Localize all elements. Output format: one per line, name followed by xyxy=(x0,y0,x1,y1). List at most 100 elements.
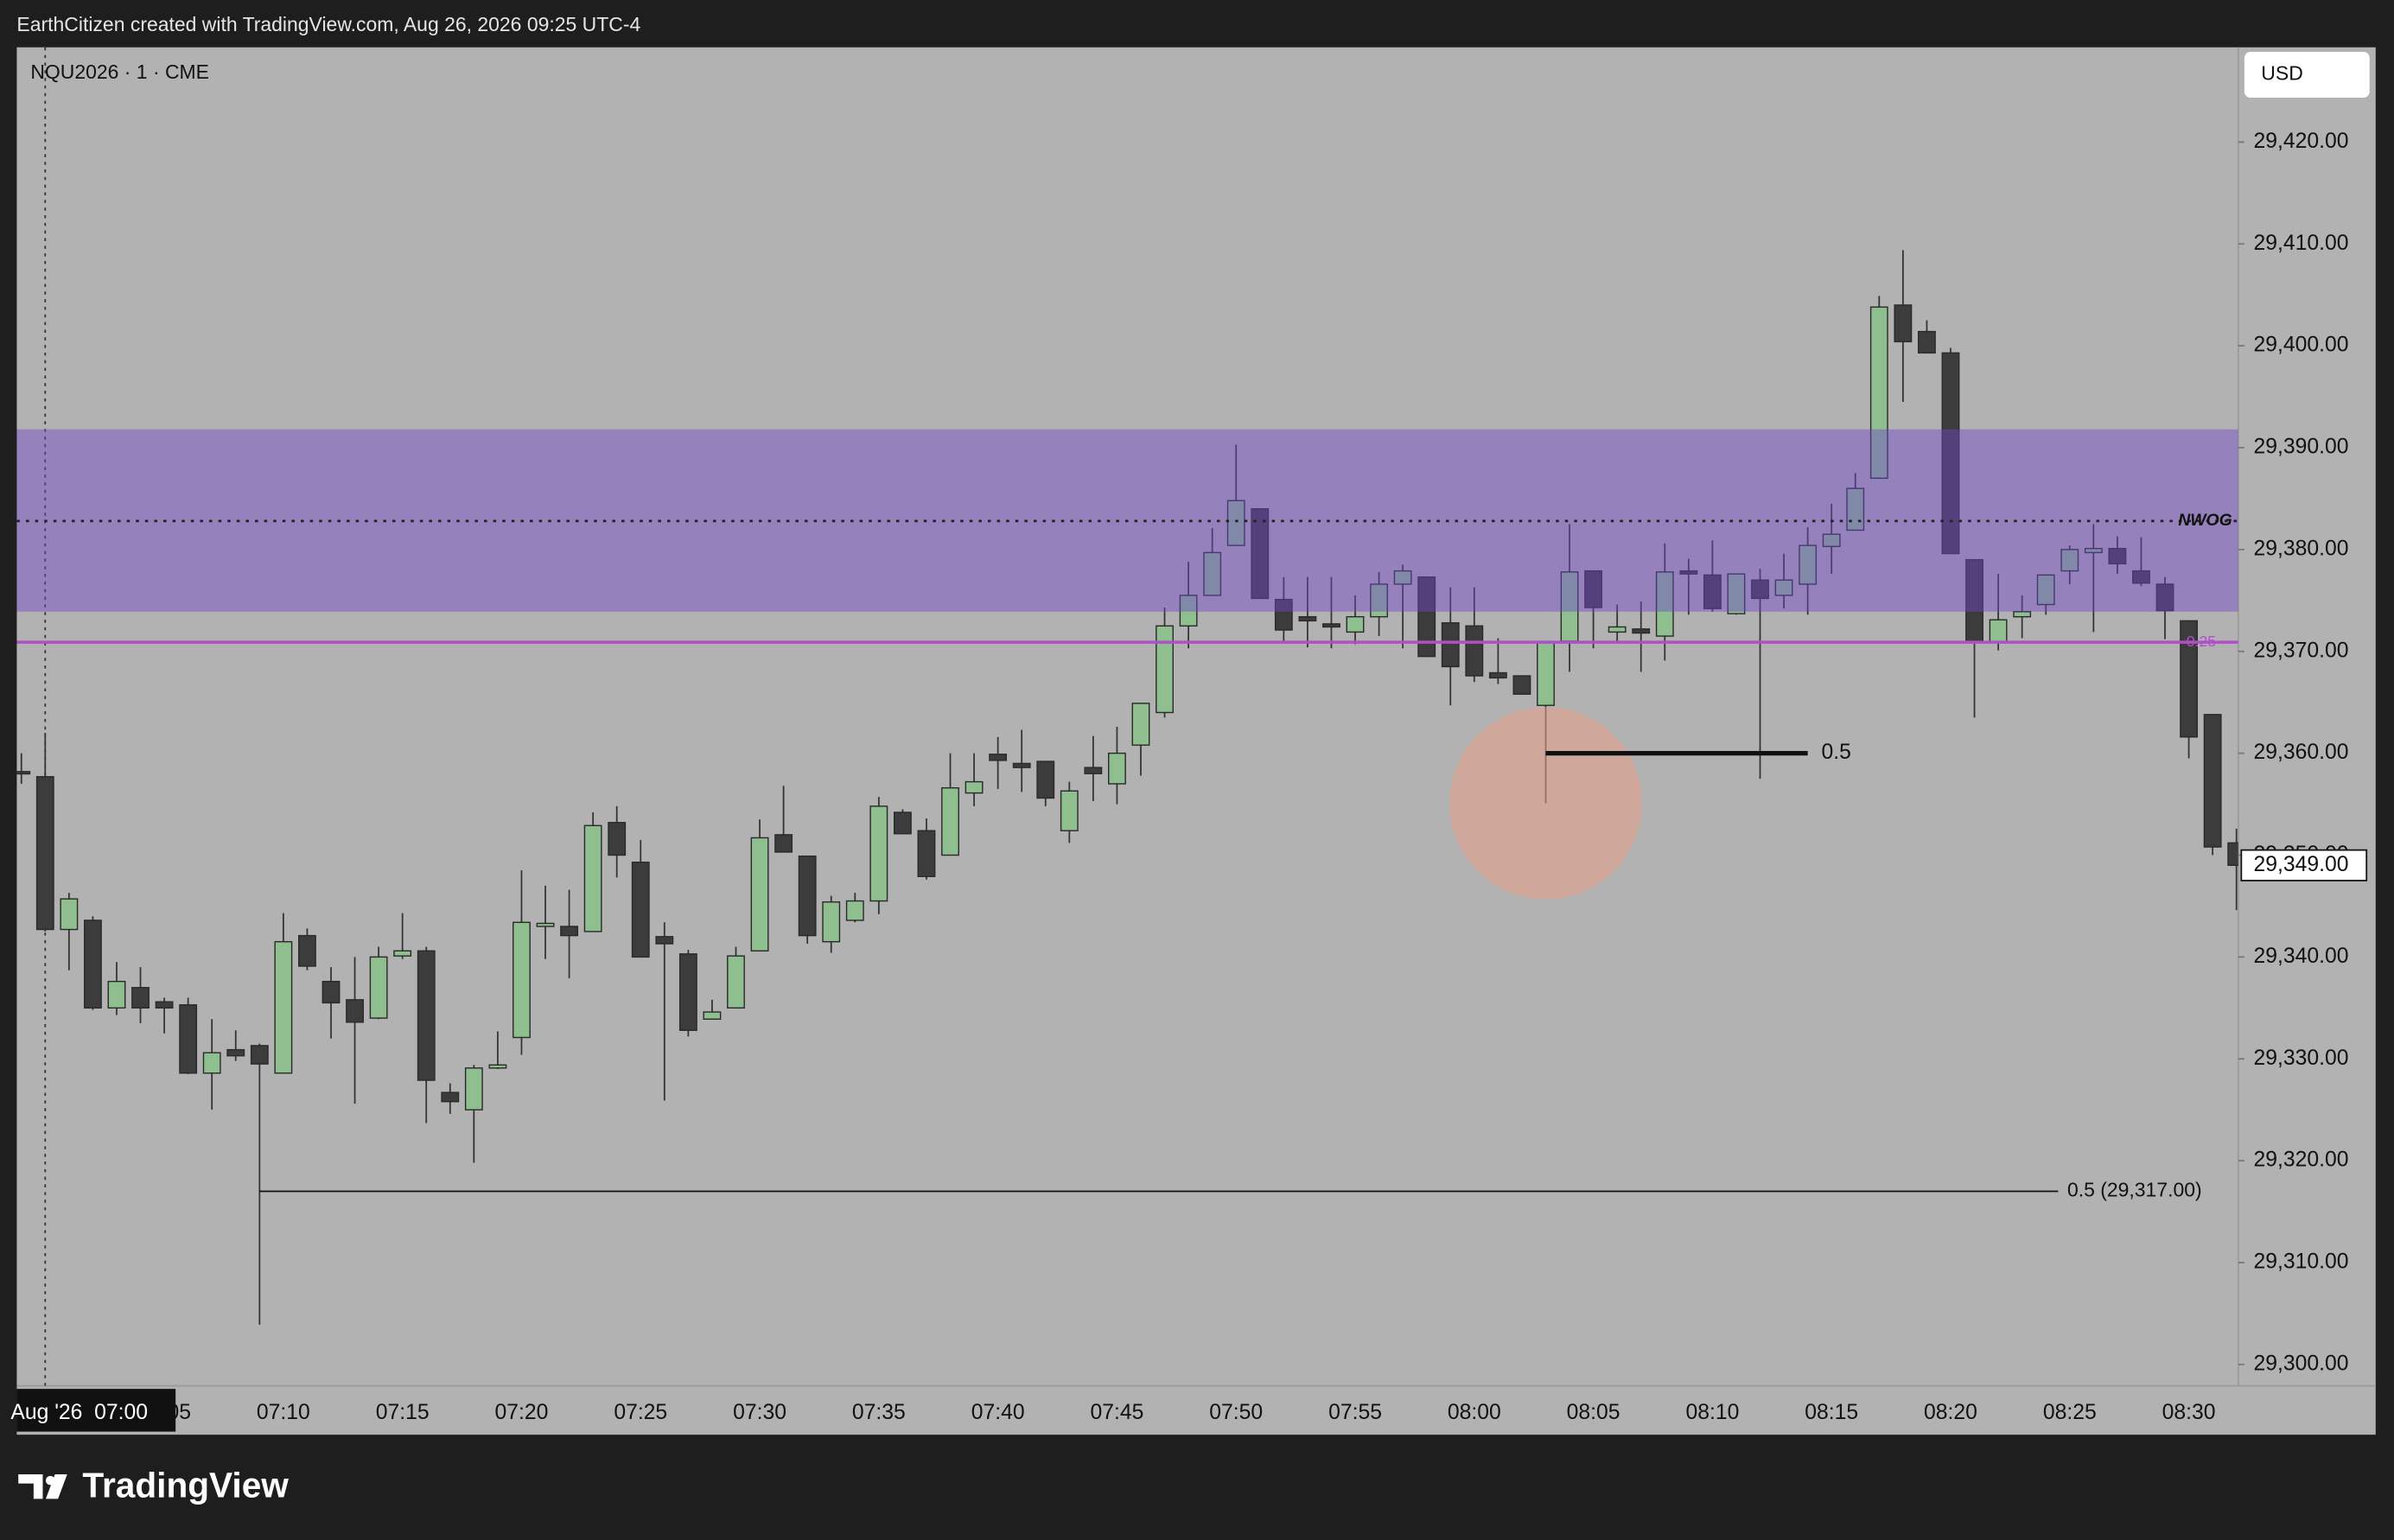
candle-up xyxy=(1846,487,1865,531)
y-tick-label: 29,400.00 xyxy=(2253,334,2348,357)
candle-down xyxy=(2180,620,2198,738)
y-tick-label: 29,390.00 xyxy=(2253,436,2348,459)
candle-down xyxy=(417,950,436,1081)
candle-up xyxy=(727,955,745,1009)
candle-down xyxy=(1084,767,1103,774)
candle-down xyxy=(2203,714,2222,848)
candle-up xyxy=(1799,544,1818,585)
candle-down xyxy=(155,1001,174,1009)
candle-down xyxy=(298,934,316,967)
candle-down xyxy=(179,1004,198,1074)
candle-down xyxy=(1584,570,1603,608)
candle-down xyxy=(441,1091,460,1103)
candle-up xyxy=(1989,619,2008,643)
currency-button[interactable] xyxy=(2244,52,2370,99)
candle-up xyxy=(845,900,864,921)
x-tick-label: 07:10 xyxy=(257,1401,310,1424)
candle-up xyxy=(1108,752,1126,785)
candle-up xyxy=(369,956,388,1019)
candle-up xyxy=(1346,615,1365,633)
candle-down xyxy=(1465,625,1484,677)
candle-down xyxy=(893,811,912,835)
x-tick-label: 07:35 xyxy=(852,1401,906,1424)
candle-down xyxy=(1632,628,1651,634)
candle-down xyxy=(798,855,817,937)
x-tick-label: 08:10 xyxy=(1685,1401,1739,1424)
candle-down xyxy=(2132,570,2150,584)
y-tick-label: 29,340.00 xyxy=(2253,945,2348,968)
candle-up xyxy=(2084,547,2103,554)
x-tick-label: 07:50 xyxy=(1209,1401,1263,1424)
candle-up xyxy=(703,1011,722,1020)
level-label: 0.5 xyxy=(1822,741,1851,764)
candle-down xyxy=(1441,622,1460,668)
candle-down xyxy=(1012,762,1031,768)
candle-down xyxy=(322,980,341,1004)
candle-up xyxy=(1869,306,1888,480)
candle-down xyxy=(655,936,674,945)
candle-up xyxy=(1226,500,1245,546)
y-tick-label: 29,370.00 xyxy=(2253,639,2348,662)
y-tick-label: 29,360.00 xyxy=(2253,741,2348,764)
x-tick-label: 07:30 xyxy=(733,1401,786,1424)
y-tick-label: 29,310.00 xyxy=(2253,1250,2348,1274)
crosshair-label: Aug '26 07:00 xyxy=(10,1401,148,1424)
candle-up xyxy=(536,922,555,927)
brand: TradingView xyxy=(82,1466,289,1505)
candle-down xyxy=(917,830,936,877)
chart-panel xyxy=(16,47,2376,1435)
candle-up xyxy=(965,780,984,794)
y-tick-label: 29,410.00 xyxy=(2253,232,2348,255)
candle-down xyxy=(250,1045,269,1065)
candle-up xyxy=(274,940,293,1074)
candle-up xyxy=(464,1067,483,1110)
candle-up xyxy=(1203,551,1222,596)
last-price-box xyxy=(2240,849,2368,881)
candle-up xyxy=(941,786,959,856)
x-tick-label: 07:45 xyxy=(1090,1401,1143,1424)
candle-down xyxy=(1488,671,1507,679)
candle-up xyxy=(202,1052,221,1074)
candle-up xyxy=(1060,790,1079,831)
candle-up xyxy=(2060,549,2079,572)
x-tick-label: 08:25 xyxy=(2043,1401,2097,1424)
candle-down xyxy=(631,862,650,958)
y-tick-label: 29,330.00 xyxy=(2253,1047,2348,1070)
candle-up xyxy=(1393,570,1412,585)
caption: EarthCitizen created with TradingView.co… xyxy=(16,13,640,35)
candle-up xyxy=(2036,574,2055,606)
currency[interactable]: USD xyxy=(2261,62,2302,85)
x-tick-label: 07:25 xyxy=(614,1401,667,1424)
plot: NWOG 0.25 0.5 (29,317.00) 0.5 xyxy=(16,47,2238,1386)
candle-up xyxy=(2013,611,2032,618)
level-label: 0.5 (29,317.00) xyxy=(2067,1179,2202,1201)
candle-up xyxy=(393,950,412,957)
highlight-circle xyxy=(1449,707,1642,900)
candle-up xyxy=(1370,583,1388,618)
candle-down xyxy=(608,822,627,856)
x-tick-label: 08:05 xyxy=(1567,1401,1620,1424)
last-price-label: 29,349.00 xyxy=(2253,853,2348,876)
y-tick-label: 29,320.00 xyxy=(2253,1149,2348,1172)
x-tick-label: 08:00 xyxy=(1448,1401,1501,1424)
x-tick-label: 08:30 xyxy=(2162,1401,2216,1424)
candle-down xyxy=(774,834,793,853)
logo-dot xyxy=(45,1475,55,1486)
candle-down xyxy=(1894,304,1913,343)
candle-up xyxy=(1537,641,1555,706)
candle-up xyxy=(1727,573,1746,614)
x-tick-label: 08:20 xyxy=(1924,1401,1977,1424)
candle-up xyxy=(1608,626,1627,633)
chart-title: NQU2026 · 1 · CME xyxy=(30,60,209,83)
candle-up xyxy=(750,837,769,952)
candle-up xyxy=(869,805,888,902)
candle-down xyxy=(1274,598,1293,631)
candle-up xyxy=(60,898,79,931)
x-tick-label: 07:55 xyxy=(1328,1401,1382,1424)
candle-down xyxy=(83,920,102,1009)
candle-down xyxy=(1298,615,1317,622)
candle-up xyxy=(1774,579,1793,596)
y-tick-label: 29,420.00 xyxy=(2253,130,2348,153)
candle-up xyxy=(513,921,531,1039)
